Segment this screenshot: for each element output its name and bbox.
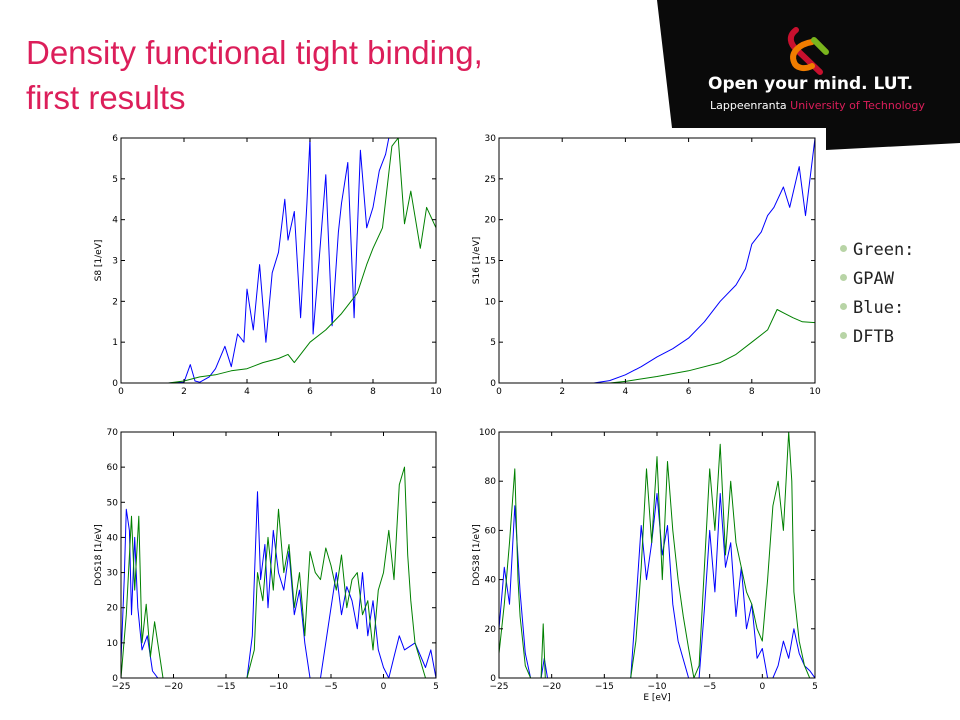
y-tick-label: 80 (485, 477, 497, 487)
x-tick-label: −25 (490, 682, 509, 692)
x-tick-label: 6 (686, 387, 692, 397)
y-tick-label: 4 (112, 216, 118, 226)
y-axis-label: DOS18 [1/eV] (94, 524, 104, 586)
plot-area (499, 138, 815, 383)
x-tick-label: −20 (164, 682, 183, 692)
x-tick-label: 2 (559, 387, 565, 397)
y-tick-label: 100 (479, 428, 496, 438)
bullet-dot (840, 302, 847, 310)
y-tick-label: 0 (490, 674, 496, 684)
y-tick-label: 50 (107, 498, 119, 508)
y-tick-label: 70 (107, 428, 119, 438)
legend-item-label: GPAW (853, 269, 894, 289)
x-tick-label: −15 (217, 682, 236, 692)
x-tick-label: 8 (749, 387, 755, 397)
x-axis-label: E [eV] (643, 693, 670, 703)
legend-item-label: DFTB (853, 327, 894, 347)
bullet-dot (840, 273, 847, 281)
x-tick-label: −15 (595, 682, 614, 692)
logo-ampersand-green-stroke (811, 37, 829, 55)
legend-item-label: Blue: (853, 298, 905, 318)
green-series-line (499, 432, 815, 678)
logo-band (657, 0, 960, 150)
x-tick-label: 6 (307, 387, 313, 397)
y-tick-label: 10 (485, 297, 497, 307)
green-series-line (499, 309, 815, 383)
x-tick-label: 0 (118, 387, 124, 397)
logo-band-shape (657, 0, 960, 150)
x-tick-label: 5 (812, 682, 818, 692)
y-tick-label: 10 (107, 639, 119, 649)
x-tick-label: −10 (648, 682, 667, 692)
plot-area (121, 138, 436, 383)
y-tick-label: 5 (490, 338, 496, 348)
green-series-line (121, 138, 436, 383)
x-tick-label: −20 (542, 682, 561, 692)
page-title-line-1: Density functional tight binding, (26, 34, 483, 71)
page-title: Density functional tight binding, first … (26, 30, 626, 120)
y-axis-label: DOS38 [1/eV] (472, 524, 482, 586)
x-tick-label: −5 (324, 682, 337, 692)
plot-frame (120, 431, 437, 679)
blue-series-line (499, 138, 815, 383)
legend-item: DFTB (840, 323, 914, 352)
plot-frame (120, 137, 437, 384)
plot-area (121, 432, 436, 678)
plot-frame (498, 137, 816, 384)
x-tick-label: 4 (244, 387, 250, 397)
y-tick-label: 0 (112, 674, 118, 684)
y-tick-label: 1 (112, 338, 118, 348)
logo-slogan: Open your mind. LUT. (708, 74, 914, 94)
x-tick-label: 0 (496, 387, 502, 397)
logo-university-name: Lappeenranta University of Technology (710, 99, 925, 112)
logo-university-name-part1: Lappeenranta (710, 99, 791, 112)
y-tick-label: 3 (112, 257, 118, 267)
legend-item: GPAW (840, 265, 914, 294)
blue-series-line (121, 491, 436, 678)
y-tick-label: 30 (107, 569, 119, 579)
y-tick-label: 25 (485, 175, 496, 185)
y-tick-label: 0 (112, 379, 118, 389)
blue-series-line (121, 138, 392, 383)
x-tick-label: 10 (809, 387, 821, 397)
x-tick-label: −5 (703, 682, 716, 692)
legend-item: Green: (840, 236, 914, 265)
legend-item: Blue: (840, 294, 914, 323)
x-tick-label: 4 (623, 387, 629, 397)
x-tick-label: 2 (181, 387, 187, 397)
bullet-dot (840, 244, 847, 252)
x-tick-label: −10 (269, 682, 288, 692)
y-tick-label: 15 (485, 257, 496, 267)
y-tick-label: 0 (490, 379, 496, 389)
y-tick-label: 20 (485, 625, 497, 635)
green-series-line (121, 466, 436, 678)
x-tick-label: 8 (370, 387, 376, 397)
logo-ampersand-orange-stroke (790, 39, 815, 72)
y-tick-label: 20 (485, 216, 497, 226)
y-tick-label: 20 (107, 604, 119, 614)
lut-ampersand-logo (787, 27, 829, 75)
x-tick-label: −25 (112, 682, 131, 692)
y-tick-label: 40 (485, 576, 497, 586)
y-axis-label: S16 [1/eV] (472, 237, 482, 285)
logo-university-name-part2: University of Technology (790, 99, 925, 112)
legend-item-label: Green: (853, 240, 915, 260)
legend-list: Green: GPAW Blue: DFTB (840, 236, 914, 352)
page-title-line-2: first results (26, 79, 186, 116)
y-tick-label: 40 (107, 533, 119, 543)
x-tick-label: 0 (759, 682, 765, 692)
plot-area (499, 432, 815, 678)
y-tick-label: 2 (112, 297, 118, 307)
bullet-dot (840, 331, 847, 339)
x-tick-label: 0 (381, 682, 387, 692)
y-axis-label: S8 [1/eV] (94, 240, 104, 282)
y-tick-label: 60 (485, 526, 497, 536)
y-tick-label: 5 (112, 175, 118, 185)
x-tick-label: 5 (433, 682, 439, 692)
x-tick-label: 10 (430, 387, 442, 397)
plot-frame (498, 431, 816, 679)
blue-series-line (499, 493, 815, 678)
y-tick-label: 60 (107, 463, 119, 473)
